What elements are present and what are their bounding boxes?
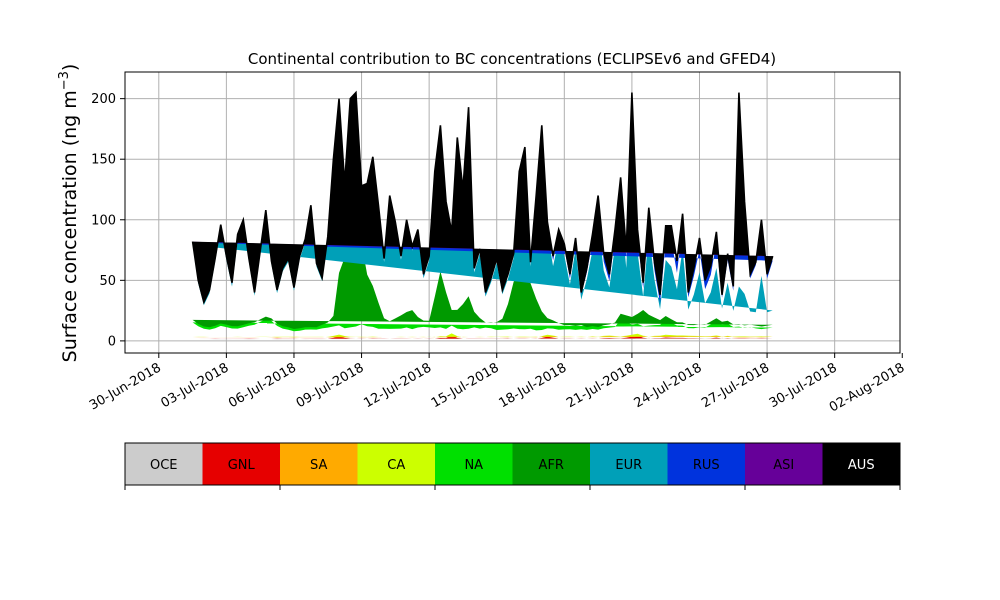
chart-title: Continental contribution to BC concentra… [248,50,776,68]
x-tick-label: 24-Jul-2018 [632,360,705,411]
legend-label: ASI [773,458,794,473]
area-afr [192,218,773,329]
legend-swatch-asi [745,443,823,485]
x-tick-label: 30-Jun-2018 [87,360,164,413]
x-tick-label: 27-Jul-2018 [699,360,772,411]
legend-label: CA [387,458,405,473]
legend-label: AFR [539,458,564,473]
legend-label: SA [310,458,327,473]
legend-swatch-afr [512,443,591,485]
legend-frame [124,442,901,486]
y-tick-label: 100 [91,213,116,228]
area-na [192,319,773,332]
legend-label: NA [464,458,483,473]
x-tick-label: 02-Aug-2018 [827,360,907,415]
legend-label: OCE [150,458,178,473]
x-tick-label: 03-Jul-2018 [159,360,232,411]
y-tick-label: 50 [99,274,116,289]
x-tick-label: 15-Jul-2018 [429,360,502,411]
plot-frame [124,71,901,354]
y-axis-label-close: ) [59,64,81,71]
y-tick-label: 0 [108,334,116,349]
x-tick-label: 09-Jul-2018 [294,360,367,411]
y-axis-label: Surface concentration (ng m−3) [57,64,81,363]
legend-label: AUS [848,458,875,473]
legend-swatch-na [435,443,513,485]
stacked-areas [192,92,773,340]
legend-swatch-eur [590,443,668,485]
legend: OCE GNL SA CA NA AFR EUR RUS ASI AUS [124,442,901,490]
legend-swatch-aus [822,443,901,485]
x-tick-label: 06-Jul-2018 [226,360,299,411]
x-axis: 30-Jun-201803-Jul-201806-Jul-201809-Jul-… [87,353,907,416]
x-tick-label: 21-Jul-2018 [564,360,637,411]
total-line [191,90,774,305]
legend-label: EUR [615,458,642,473]
y-axis: 0 50 100 150 200 [91,92,125,349]
legend-swatch-oce [125,443,203,485]
area-gnl [192,335,773,339]
legend-swatch-ca [357,443,436,485]
area-ca [192,333,773,338]
y-tick-label: 150 [91,153,116,168]
legend-swatch-sa [280,443,358,485]
area-sa [192,334,773,338]
legend-swatch-rus [667,443,746,485]
y-tick-label: 200 [91,92,116,107]
x-tick-label: 12-Jul-2018 [361,360,434,411]
x-tick-label: 18-Jul-2018 [496,360,569,411]
area-aus [192,92,773,303]
legend-label: GNL [228,458,256,473]
legend-swatch-gnl [202,443,281,485]
y-axis-label-text: Surface concentration (ng m [59,90,81,362]
y-axis-label-sup: −3 [57,71,72,90]
legend-label: RUS [693,458,720,473]
